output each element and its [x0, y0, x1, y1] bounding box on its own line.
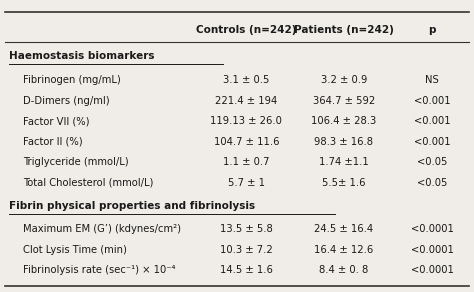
Text: D-Dimers (ng/ml): D-Dimers (ng/ml) [23, 95, 110, 105]
Text: 364.7 ± 592: 364.7 ± 592 [313, 95, 375, 105]
Text: 24.5 ± 16.4: 24.5 ± 16.4 [314, 224, 374, 234]
Text: <0.0001: <0.0001 [410, 245, 454, 255]
Text: 119.13 ± 26.0: 119.13 ± 26.0 [210, 116, 282, 126]
Text: <0.05: <0.05 [417, 178, 447, 188]
Text: <0.0001: <0.0001 [410, 224, 454, 234]
Text: 3.2 ± 0.9: 3.2 ± 0.9 [320, 75, 367, 85]
Text: 16.4 ± 12.6: 16.4 ± 12.6 [314, 245, 374, 255]
Text: p: p [428, 25, 436, 35]
Text: Haemostasis biomarkers: Haemostasis biomarkers [9, 51, 155, 61]
Text: Total Cholesterol (mmol/L): Total Cholesterol (mmol/L) [23, 178, 154, 188]
Text: 1.1 ± 0.7: 1.1 ± 0.7 [223, 157, 270, 167]
Text: 5.5± 1.6: 5.5± 1.6 [322, 178, 365, 188]
Text: 106.4 ± 28.3: 106.4 ± 28.3 [311, 116, 376, 126]
Text: 10.3 ± 7.2: 10.3 ± 7.2 [220, 245, 273, 255]
Text: <0.0001: <0.0001 [410, 265, 454, 275]
Text: Fibrinogen (mg/mL): Fibrinogen (mg/mL) [23, 75, 121, 85]
Text: 1.74 ±1.1: 1.74 ±1.1 [319, 157, 369, 167]
Text: <0.001: <0.001 [414, 95, 450, 105]
Text: <0.001: <0.001 [414, 116, 450, 126]
Text: <0.001: <0.001 [414, 137, 450, 147]
Text: <0.05: <0.05 [417, 157, 447, 167]
Text: Factor VII (%): Factor VII (%) [23, 116, 90, 126]
Text: Clot Lysis Time (min): Clot Lysis Time (min) [23, 245, 127, 255]
Text: Triglyceride (mmol/L): Triglyceride (mmol/L) [23, 157, 129, 167]
Text: 98.3 ± 16.8: 98.3 ± 16.8 [314, 137, 374, 147]
Text: 13.5 ± 5.8: 13.5 ± 5.8 [220, 224, 273, 234]
Text: Fibrin physical properties and fibrinolysis: Fibrin physical properties and fibrinoly… [9, 201, 255, 211]
Text: 221.4 ± 194: 221.4 ± 194 [215, 95, 277, 105]
Text: 8.4 ± 0. 8: 8.4 ± 0. 8 [319, 265, 368, 275]
Text: Maximum EM (G’) (kdynes/cm²): Maximum EM (G’) (kdynes/cm²) [23, 224, 182, 234]
Text: 104.7 ± 11.6: 104.7 ± 11.6 [214, 137, 279, 147]
Text: 3.1 ± 0.5: 3.1 ± 0.5 [223, 75, 270, 85]
Text: Factor II (%): Factor II (%) [23, 137, 83, 147]
Text: Patients (n=242): Patients (n=242) [294, 25, 394, 35]
Text: 5.7 ± 1: 5.7 ± 1 [228, 178, 265, 188]
Text: Fibrinolysis rate (sec⁻¹) × 10⁻⁴: Fibrinolysis rate (sec⁻¹) × 10⁻⁴ [23, 265, 176, 275]
Text: 14.5 ± 1.6: 14.5 ± 1.6 [220, 265, 273, 275]
Text: Controls (n=242): Controls (n=242) [196, 25, 297, 35]
Text: NS: NS [425, 75, 439, 85]
